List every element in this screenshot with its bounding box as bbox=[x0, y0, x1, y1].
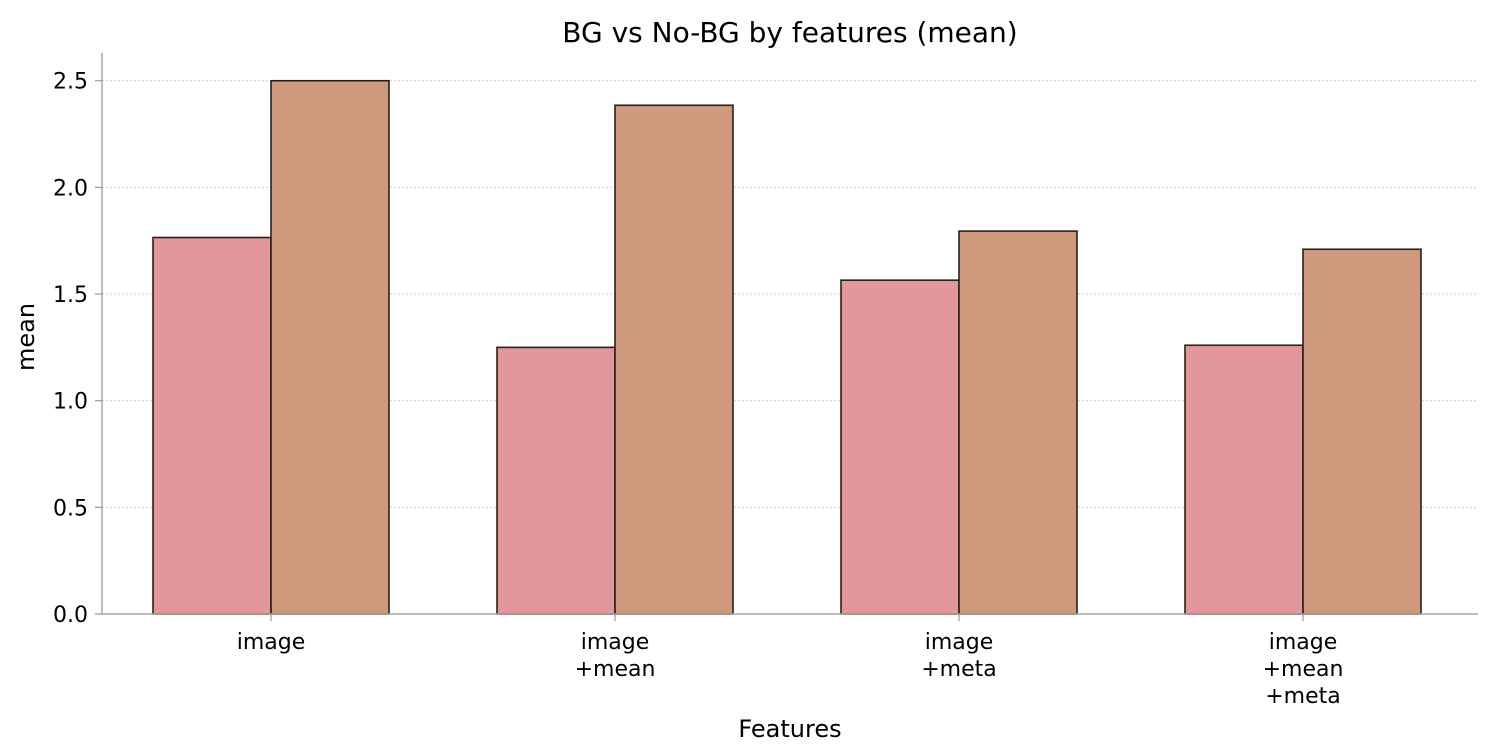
x-tick-label-line: +meta bbox=[1265, 684, 1341, 709]
x-tick-label-line: image bbox=[237, 630, 306, 655]
bar-series1-cat2 bbox=[496, 346, 616, 615]
bar-series2-cat1 bbox=[270, 79, 390, 615]
bar-series2-cat2 bbox=[614, 104, 734, 615]
y-tick-label-1: 0.5 bbox=[53, 496, 88, 521]
bar-series1-cat3 bbox=[840, 279, 960, 615]
y-tick-label-0: 0.0 bbox=[53, 603, 88, 628]
x-axis-label: Features bbox=[738, 715, 841, 743]
x-tick-label-line: image bbox=[925, 630, 994, 655]
y-axis-label: mean bbox=[12, 303, 40, 371]
axes bbox=[101, 53, 1478, 615]
x-tick-label-2: image +mean bbox=[575, 630, 656, 682]
x-tick-label-4: image +mean +meta bbox=[1263, 630, 1344, 709]
x-tick-label-1: image bbox=[237, 630, 306, 655]
x-tick-label-line: image bbox=[581, 630, 650, 655]
bar-series2-cat4 bbox=[1302, 248, 1422, 615]
y-tick-label-3: 1.5 bbox=[53, 283, 88, 308]
bar-series2-cat3 bbox=[958, 230, 1078, 615]
x-tick-label-line: +meta bbox=[921, 657, 997, 682]
bar-series1-cat4 bbox=[1184, 344, 1304, 615]
y-tick-labels: 0.0 0.5 1.0 1.5 2.0 2.5 bbox=[53, 70, 102, 628]
bar-series1-cat1 bbox=[152, 236, 272, 615]
chart-title: BG vs No-BG by features (mean) bbox=[562, 16, 1017, 49]
y-tick-label-4: 2.0 bbox=[53, 176, 88, 201]
x-tick-label-3: image +meta bbox=[921, 630, 997, 682]
y-tick-label-2: 1.0 bbox=[53, 390, 88, 415]
x-tick-label-line: +mean bbox=[1263, 657, 1344, 682]
y-tick-label-5: 2.5 bbox=[53, 70, 88, 95]
x-tick-label-line: +mean bbox=[575, 657, 656, 682]
bars-group bbox=[152, 79, 1422, 615]
x-tick-label-line: image bbox=[1269, 630, 1338, 655]
